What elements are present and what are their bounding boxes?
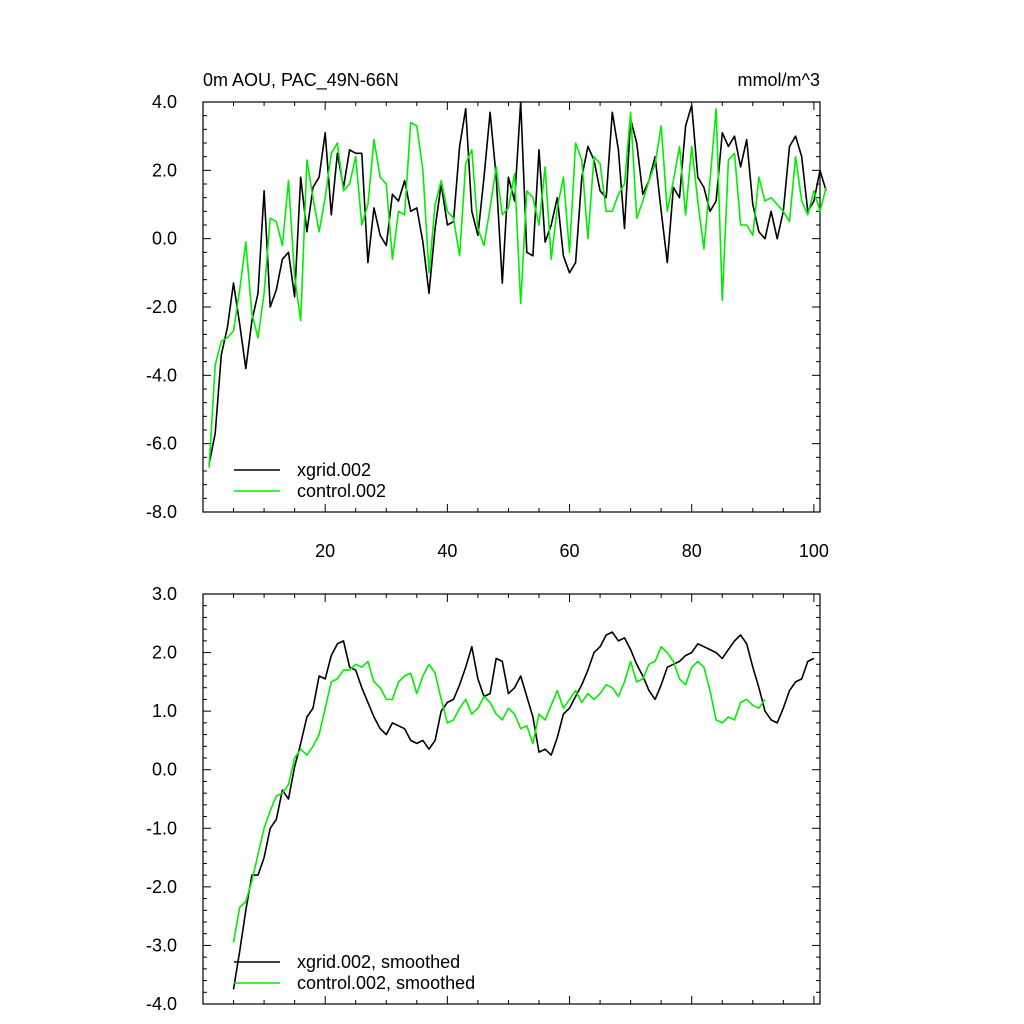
bottom-series-line-control: [232, 645, 766, 943]
bottom-y-tick-label: -3.0: [146, 935, 177, 955]
bottom-y-tick-label: -4.0: [146, 994, 177, 1014]
top-x-tick-label: 100: [799, 541, 829, 561]
bottom-y-tick-label: 1.0: [152, 701, 177, 721]
top-y-tick-label: 2.0: [152, 160, 177, 180]
top-x-tick-label: 80: [682, 541, 702, 561]
top-y-tick-label: -2.0: [146, 297, 177, 317]
top-plot-title: 0m AOU, PAC_49N-66N: [203, 70, 399, 91]
top-legend: xgrid.002 control.002: [234, 460, 386, 501]
top-plot-frame: [202, 101, 821, 513]
top-y-tick-label: -4.0: [146, 365, 177, 385]
top-x-tick-label: 40: [437, 541, 457, 561]
bottom-legend: xgrid.002, smoothed control.002, smoothe…: [234, 952, 475, 993]
top-plot-units: mmol/m^3: [738, 70, 820, 90]
bottom-plot-frame: [202, 593, 821, 1005]
top-x-tick-label: 60: [560, 541, 580, 561]
top-legend-label-xgrid: xgrid.002: [297, 460, 371, 480]
bottom-legend-label-xgrid: xgrid.002, smoothed: [297, 952, 460, 972]
top-y-tick-label: -8.0: [146, 502, 177, 522]
bottom-y-tick-label: 2.0: [152, 643, 177, 663]
bottom-panel: -4.0 -3.0 -2.0 -1.0 0.0 1.0 2.0 3.0 xgrid.002, …: [146, 584, 821, 1014]
bottom-series-line-xgrid: [232, 631, 815, 990]
top-legend-label-control: control.002: [297, 481, 386, 501]
top-y-tick-label: -6.0: [146, 434, 177, 454]
top-y-tick-label: 0.0: [152, 229, 177, 249]
bottom-series: [232, 631, 815, 990]
bottom-y-tick-label: 3.0: [152, 584, 177, 604]
bottom-legend-label-control: control.002, smoothed: [297, 973, 475, 993]
bottom-y-tick-label: -1.0: [146, 818, 177, 838]
top-ticks: -8.0 -6.0 -4.0 -2.0 0.0 2.0 4.0 20 40 60 80 100: [146, 92, 829, 561]
bottom-y-tick-label: 0.0: [152, 760, 177, 780]
top-x-tick-label: 20: [315, 541, 335, 561]
top-series: [208, 101, 827, 468]
top-y-tick-label: 4.0: [152, 92, 177, 112]
bottom-y-tick-label: -2.0: [146, 877, 177, 897]
bottom-ticks: -4.0 -3.0 -2.0 -1.0 0.0 1.0 2.0 3.0: [146, 584, 820, 1014]
top-panel: 0m AOU, PAC_49N-66N mmol/m^3 -8.0 -6.0 -4.…: [146, 70, 829, 561]
top-series-line-control: [208, 108, 827, 468]
